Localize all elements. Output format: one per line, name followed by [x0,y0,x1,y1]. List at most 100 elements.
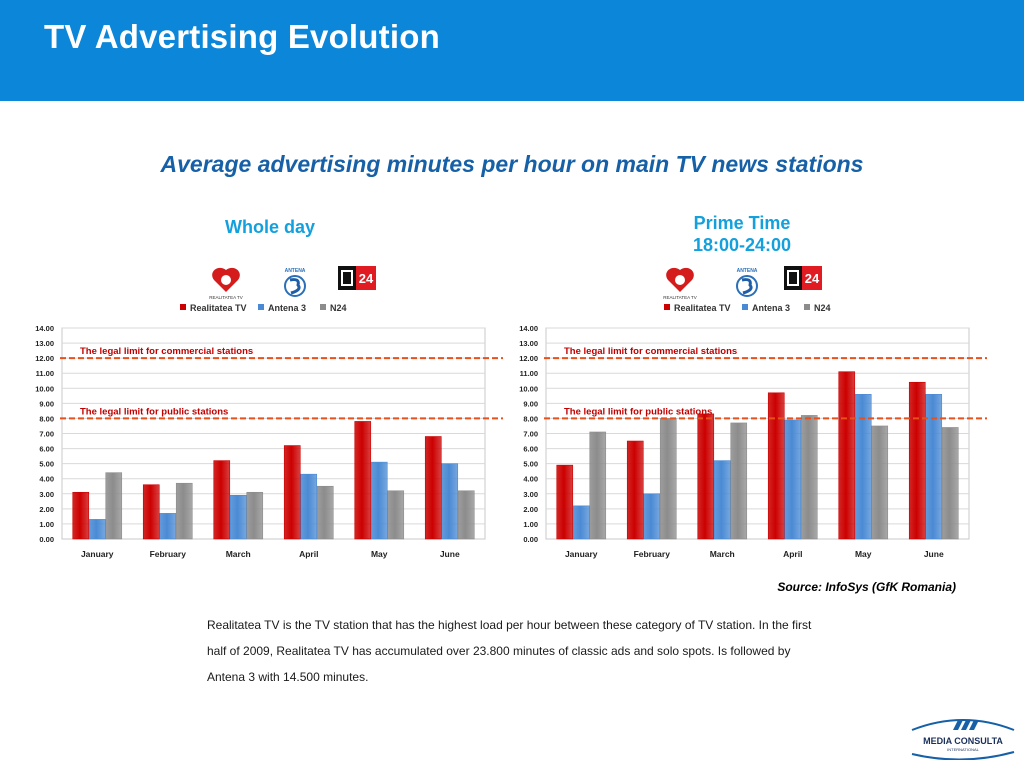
antena-logo-text: ANTENA [285,268,306,274]
commercial-limit-label: The legal limit for commercial stations [80,346,253,357]
y-tick-label: 2.00 [39,505,54,514]
bar-n24 [871,425,889,540]
legend-label-n24: N24 [814,303,831,313]
y-tick-label: 5.00 [39,460,54,469]
public-limit-label: The legal limit for public stations [80,406,228,417]
bar-n24 [316,485,334,540]
y-tick-label: 2.00 [523,505,538,514]
bar-realitatea [908,381,926,540]
prime-time-title: Prime Time 18:00-24:00 [642,212,842,256]
bar-n24 [659,418,677,540]
bar-antena3 [854,394,872,540]
bar-n24 [941,427,959,540]
legend-label-antena3: Antena 3 [268,303,306,313]
x-tick-label: May [855,549,872,559]
x-tick-label: January [81,549,114,559]
whole-day-title-line: Whole day [224,217,315,237]
y-tick-label: 11.00 [36,369,54,378]
y-tick-label: 7.00 [39,430,54,439]
y-tick-label: 13.00 [519,339,538,348]
legend-swatch-realitatea [664,304,670,310]
channel-logos-left: REALITATEA TV ANTENA 24 [208,266,378,300]
y-tick-label: 3.00 [39,490,54,499]
y-tick-label: 9.00 [39,399,54,408]
y-tick-label: 8.00 [523,414,538,423]
bar-realitatea [354,421,372,540]
bar-antena3 [159,513,177,540]
antena3-logo-icon: ANTENA [284,268,306,297]
bar-n24 [589,431,607,540]
bar-realitatea [556,464,574,540]
bar-realitatea [767,392,785,540]
n24-logo-icon: 24 [784,266,822,290]
x-tick-label: March [710,549,735,559]
slide-subtitle: Average advertising minutes per hour on … [160,151,864,177]
media-consulta-logo-icon: MEDIA CONSULTA INTERNATIONAL [911,719,1015,760]
n24-logo-number: 24 [359,271,374,286]
legend-swatch-realitatea [180,304,186,310]
n24-logo-icon: 24 [338,266,376,290]
whole-day-title: Whole day [170,216,370,238]
chart-prime-time: Realitatea TV Antena 3 N24 0.00 1.00 2.00 3.00… [514,298,994,570]
footer-brand-text: MEDIA CONSULTA [923,736,1003,746]
bar-n24 [105,472,123,540]
x-tick-label: April [783,549,802,559]
y-tick-label: 4.00 [39,475,54,484]
bar-antena3 [441,463,459,540]
x-tick-label: June [924,549,944,559]
public-limit-label: The legal limit for public stations [564,406,712,417]
bar-antena3 [643,493,661,540]
legend-swatch-n24 [320,304,326,310]
legend-label-antena3: Antena 3 [752,303,790,313]
y-tick-label: 12.00 [35,354,54,363]
y-tick-label: 5.00 [523,460,538,469]
y-tick-label: 4.00 [523,475,538,484]
prime-time-title-line-2: 18:00-24:00 [692,235,792,255]
realitatea-logo-icon: REALITATEA TV [663,267,697,300]
y-tick-label: 3.00 [523,490,538,499]
commercial-limit-label: The legal limit for commercial stations [564,346,737,357]
bar-realitatea [142,484,160,540]
title-bar: TV Advertising Evolution [0,0,1024,101]
bar-antena3 [784,419,802,540]
legend-swatch-antena3 [742,304,748,310]
legend-label-n24: N24 [330,303,347,313]
realitatea-logo-text: REALITATEA TV [209,295,243,300]
bar-n24 [387,490,405,540]
bar-realitatea [424,436,442,540]
footer-sub-text: INTERNATIONAL [947,747,979,752]
x-tick-label: May [371,549,388,559]
bar-realitatea [72,491,90,540]
chart-prime-time-svg: Realitatea TV Antena 3 N24 0.00 1.00 2.00 3.00… [519,303,987,559]
y-tick-label: 6.00 [39,445,54,454]
y-tick-label: 10.00 [35,384,54,393]
y-tick-label: 8.00 [39,414,54,423]
realitatea-logo-text: REALITATEA TV [663,295,697,300]
chart-whole-day: Realitatea TV Antena 3 N24 0.00 1.00 2.00 3.00… [30,298,510,570]
y-tick-label: 12.00 [519,354,538,363]
y-tick-label: 0.00 [523,535,538,544]
y-tick-label: 14.00 [35,324,54,333]
bar-n24 [175,482,193,540]
bar-n24 [800,415,818,540]
antena3-logo-icon: ANTENA [736,268,758,297]
antena-logo-text: ANTENA [737,268,758,274]
y-tick-label: 1.00 [39,520,54,529]
x-tick-label: June [440,549,460,559]
x-tick-label: April [299,549,318,559]
realitatea-logo-icon: REALITATEA TV [209,267,243,300]
body-paragraph: Realitatea TV is the TV station that has… [207,618,812,684]
channel-logos-right: REALITATEA TV ANTENA 24 [662,266,832,300]
y-tick-label: 10.00 [519,384,538,393]
x-tick-label: February [634,549,671,559]
x-tick-label: February [150,549,187,559]
legend-swatch-n24 [804,304,810,310]
y-tick-label: 1.00 [523,520,538,529]
bar-antena3 [370,461,388,540]
bar-antena3 [229,494,247,540]
y-tick-label: 11.00 [520,369,538,378]
bar-n24 [246,491,264,540]
bar-antena3 [300,473,318,540]
bar-antena3 [88,519,106,540]
y-tick-label: 7.00 [523,430,538,439]
